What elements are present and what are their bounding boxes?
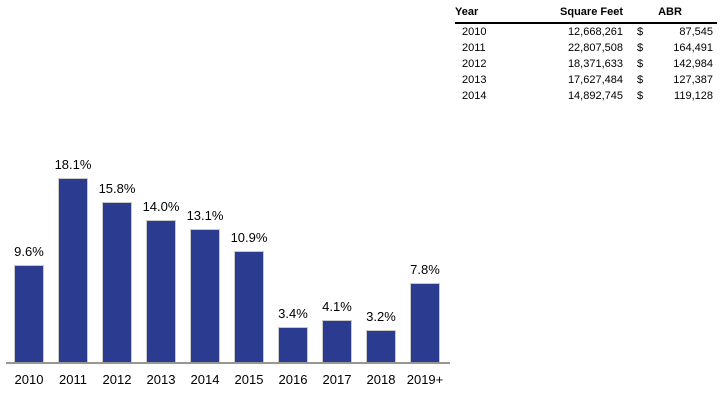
bar-value-label: 18.1% xyxy=(54,157,92,172)
cell-currency-symbol: $ xyxy=(637,25,644,38)
x-axis-labels: 2010 2011 2012 2013 2014 2015 2016 2017 2018 2019… xyxy=(6,364,450,390)
data-table: Year Square Feet ABR 2010 12,668,261 $87,5… xyxy=(455,3,717,104)
table-row: 2010 12,668,261 $87,545 xyxy=(455,23,717,40)
lease-expiration-bar-chart: 9.6% 18.1% 15.8% 14.0% 13.1% 10.9% 3.4% 4.1% 3.2… xyxy=(6,147,450,390)
bar-2011 xyxy=(58,178,88,362)
cell-abr-value: 164,491 xyxy=(673,41,713,54)
bar-value-label: 3.4% xyxy=(278,306,308,321)
cell-square-feet: 14,892,745 xyxy=(567,89,623,102)
table-header-abr: ABR xyxy=(623,3,717,24)
bar-2019+ xyxy=(410,283,440,362)
table-header-square-feet: Square Feet xyxy=(523,3,623,24)
x-axis-tick-label: 2012 xyxy=(102,372,132,387)
bar-value-label: 4.1% xyxy=(322,299,352,314)
bar-value-label: 15.8% xyxy=(98,181,136,196)
table-body: 2010 12,668,261 $87,545 2011 22,807,508 $164,… xyxy=(455,23,717,104)
x-axis-tick-label: 2011 xyxy=(59,372,87,387)
table-row: 2013 17,627,484 $127,387 xyxy=(455,72,717,88)
bar-2013 xyxy=(146,220,176,362)
cell-currency-symbol: $ xyxy=(637,89,644,102)
x-axis-tick-label: 2010 xyxy=(14,372,44,387)
cell-year: 2012 xyxy=(462,57,487,70)
cell-currency-symbol: $ xyxy=(637,41,644,54)
bar-2018 xyxy=(366,330,396,362)
table-header-row: Year Square Feet ABR xyxy=(455,3,717,24)
cell-abr-value: 87,545 xyxy=(679,25,713,38)
table-row: 2012 18,371,633 $142,984 xyxy=(455,56,717,72)
cell-square-feet: 22,807,508 xyxy=(567,41,623,54)
x-axis-tick-label: 2017 xyxy=(322,372,352,387)
bar-value-label: 3.2% xyxy=(366,309,396,324)
x-axis-tick-label: 2015 xyxy=(234,372,264,387)
bar-2010 xyxy=(14,265,44,362)
table-row: 2014 14,892,745 $119,128 xyxy=(455,88,717,104)
cell-abr-value: 142,984 xyxy=(673,57,713,70)
cell-square-feet: 18,371,633 xyxy=(567,57,623,70)
bar-value-label: 9.6% xyxy=(14,244,44,259)
lease-expiration-table: Year Square Feet ABR 2010 12,668,261 $87,5… xyxy=(455,3,717,104)
table-header-year: Year xyxy=(455,3,523,24)
bar-value-label: 14.0% xyxy=(142,199,180,214)
bar-2014 xyxy=(190,229,220,362)
bar-2017 xyxy=(322,320,352,362)
cell-currency-symbol: $ xyxy=(637,73,644,86)
cell-year: 2011 xyxy=(462,41,486,54)
bar-2016 xyxy=(278,327,308,362)
x-axis-tick-label: 2014 xyxy=(190,372,220,387)
table-row: 2011 22,807,508 $164,491 xyxy=(455,40,717,56)
cell-currency-symbol: $ xyxy=(637,57,644,70)
bar-value-label: 13.1% xyxy=(186,208,224,223)
plot-area: 9.6% 18.1% 15.8% 14.0% 13.1% 10.9% 3.4% 4.1% 3.2… xyxy=(6,147,450,364)
cell-square-feet: 12,668,261 xyxy=(567,25,623,38)
cell-year: 2014 xyxy=(462,89,487,102)
bar-2015 xyxy=(234,251,264,362)
bar-value-label: 10.9% xyxy=(230,230,268,245)
bar-value-label: 7.8% xyxy=(410,262,440,277)
cell-year: 2010 xyxy=(462,25,487,38)
cell-abr-value: 127,387 xyxy=(673,73,713,86)
x-axis-tick-label: 2013 xyxy=(146,372,176,387)
bar-2012 xyxy=(102,202,132,362)
x-axis-tick-label: 2016 xyxy=(278,372,308,387)
cell-abr-value: 119,128 xyxy=(674,89,713,102)
cell-square-feet: 17,627,484 xyxy=(567,73,623,86)
cell-year: 2013 xyxy=(462,73,487,86)
x-axis-tick-label: 2018 xyxy=(366,372,396,387)
x-axis-tick-label: 2019+ xyxy=(406,372,444,387)
